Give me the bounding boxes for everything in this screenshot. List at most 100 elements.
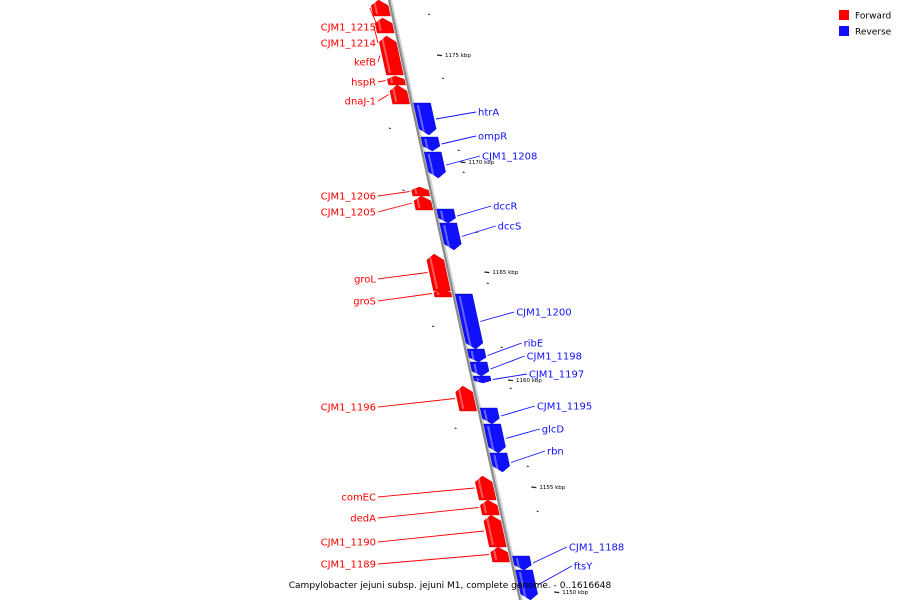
gene-highlight [518, 571, 527, 599]
gene-label-dnaj-1: dnaJ-1 [345, 97, 376, 108]
gene-labels-layer: CJM1_1215 CJM1_1214 kefB hspR dnaJ-1 htrA ompR… [321, 23, 625, 573]
scale-tick-minor [526, 465, 529, 468]
gene-cjm1-1197[interactable] [472, 375, 492, 384]
gene-label-htra: htrA [478, 108, 499, 119]
gene-cjm1-1205[interactable] [413, 195, 434, 211]
gene-highlight [427, 153, 435, 177]
gene-cjm1-1214[interactable] [374, 17, 395, 34]
gene-hspr[interactable] [387, 75, 406, 86]
gene-highlight [477, 477, 484, 499]
gene-kefb[interactable] [378, 35, 404, 76]
leader-line [377, 202, 413, 213]
gene-cjm1-1215[interactable] [370, 0, 391, 17]
leader-line [445, 155, 481, 166]
gene-cjm1-1189[interactable] [490, 546, 510, 563]
gene-highlight [436, 291, 440, 296]
leader-line [377, 530, 484, 543]
gene-highlight [414, 188, 418, 195]
gene-ftsy[interactable] [515, 569, 538, 600]
leader-line [492, 373, 527, 380]
gene-highlight [381, 37, 391, 74]
map-caption: Campylobacter jejuni subsp. jejuni M1, c… [289, 581, 612, 591]
leader-line [377, 272, 428, 280]
gene-dccs[interactable] [439, 222, 462, 251]
gene-cjm1-1188[interactable] [512, 555, 532, 571]
leader-line [500, 405, 535, 417]
gene-cjm1-1190[interactable] [483, 514, 507, 548]
gene-highlight [458, 295, 472, 348]
genes-layer [370, 0, 538, 600]
gene-cjm1-1206[interactable] [411, 186, 431, 197]
gene-label-cjm1-1205: CJM1_1205 [321, 208, 376, 219]
gene-label-cjm1-1188: CJM1_1188 [569, 543, 624, 554]
gene-highlight [473, 363, 478, 375]
gene-gros[interactable] [433, 289, 453, 298]
backbone-shadow [389, 0, 523, 600]
gene-deda[interactable] [480, 499, 500, 516]
gene-rbn[interactable] [489, 452, 510, 473]
gene-highlight [487, 425, 495, 452]
gene-label-hspr: hspR [351, 78, 376, 89]
leader-line [373, 25, 379, 44]
gene-highlight [377, 19, 382, 32]
gene-htra[interactable] [413, 102, 437, 136]
gene-dnaj-1[interactable] [389, 84, 410, 105]
gene-label-ribe: ribE [524, 339, 544, 350]
gene-highlight [424, 138, 429, 150]
scale-tick-label: 1165 kbp [492, 270, 518, 276]
gene-cjm1-1196[interactable] [455, 385, 477, 412]
scale-tick-minor [441, 77, 445, 80]
leader-line [369, 7, 379, 28]
gene-cjm1-1198[interactable] [469, 361, 490, 377]
gene-label-cjm1-1215: CJM1_1215 [321, 23, 376, 34]
gene-highlight [390, 77, 394, 84]
leader-lines-layer [369, 7, 572, 586]
scale-tick-major [531, 486, 537, 489]
gene-glcd[interactable] [483, 423, 506, 454]
scale-tick-label: 1150 kbp [562, 590, 588, 596]
gene-highlight [476, 377, 480, 382]
gene-cjm1-1200[interactable] [454, 293, 484, 350]
gene-label-grol: groL [354, 275, 376, 286]
gene-label-dccs: dccS [498, 222, 522, 233]
scale-tick-major [507, 379, 514, 382]
leader-line [461, 225, 496, 237]
gene-label-ompr: ompR [478, 132, 507, 143]
gene-highlight [515, 557, 520, 569]
scale-tick-major [436, 54, 443, 57]
gene-highlight [457, 387, 465, 410]
leader-line [532, 546, 568, 564]
gene-label-cjm1-1190: CJM1_1190 [321, 538, 376, 549]
gene-label-cjm1-1195: CJM1_1195 [537, 402, 592, 413]
gene-label-dccr: dccR [493, 202, 517, 213]
leader-line [377, 398, 456, 408]
leader-line [505, 428, 540, 439]
gene-label-glcd: glcD [542, 425, 565, 436]
gene-grol[interactable] [426, 253, 451, 292]
scale-tick-minor [457, 149, 460, 152]
gene-dccr[interactable] [436, 208, 456, 224]
leader-line [377, 191, 410, 197]
gene-cjm1-1195[interactable] [479, 407, 500, 425]
gene-highlight [492, 548, 498, 561]
gene-label-rbn: rbn [547, 447, 564, 458]
gene-cjm1-1208[interactable] [423, 151, 446, 179]
leader-line [510, 450, 546, 463]
gene-ompr[interactable] [420, 136, 441, 152]
leader-line [435, 111, 477, 120]
scale-tick-label: 1170 kbp [468, 160, 494, 166]
gene-highlight [485, 516, 494, 546]
leader-line [377, 55, 381, 63]
gene-ribe[interactable] [466, 348, 487, 363]
scale-tick-minor [462, 171, 465, 174]
scale-tick-minor [486, 282, 489, 285]
gene-label-cjm1-1196: CJM1_1196 [321, 403, 376, 414]
leader-line [377, 507, 479, 519]
gene-comec[interactable] [474, 475, 497, 501]
gene-label-cjm1-1197: CJM1_1197 [529, 370, 584, 381]
gene-highlight [416, 104, 426, 134]
legend-forward-swatch [839, 10, 849, 20]
leader-line [490, 355, 525, 370]
legend-reverse-swatch [839, 26, 849, 36]
